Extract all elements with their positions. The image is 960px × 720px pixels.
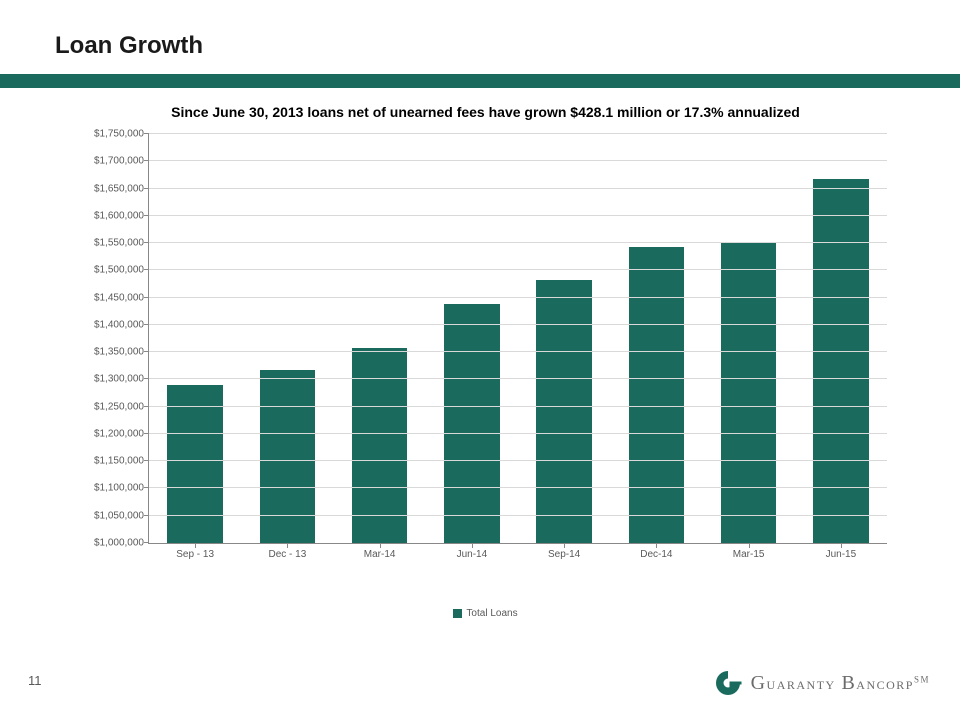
y-tick-label: $1,100,000 [74, 483, 144, 494]
x-tick-label: Dec - 13 [241, 543, 333, 560]
x-tick-label: Jun-14 [426, 543, 518, 560]
y-tick-mark [144, 460, 149, 461]
slide: Loan Growth Since June 30, 2013 loans ne… [0, 0, 960, 720]
x-tick-label: Sep-14 [518, 543, 610, 560]
gridline [149, 133, 887, 134]
bar [167, 385, 222, 543]
y-tick-mark [144, 269, 149, 270]
y-tick-label: $1,000,000 [74, 538, 144, 549]
gridline [149, 351, 887, 352]
gridline [149, 378, 887, 379]
y-tick-mark [144, 378, 149, 379]
company-logo: Guaranty BancorpSM [713, 668, 930, 698]
chart-region: Since June 30, 2013 loans net of unearne… [78, 104, 893, 634]
y-tick-label: $1,550,000 [74, 238, 144, 249]
bar [721, 242, 776, 543]
gridline [149, 487, 887, 488]
y-tick-label: $1,250,000 [74, 401, 144, 412]
gridline [149, 433, 887, 434]
x-tick-label: Sep - 13 [149, 543, 241, 560]
y-tick-label: $1,600,000 [74, 210, 144, 221]
gridline [149, 160, 887, 161]
bar-slot: Dec-14 [610, 134, 702, 543]
page-number: 11 [28, 673, 42, 688]
legend-swatch [453, 609, 462, 618]
gridline [149, 460, 887, 461]
bar [352, 348, 407, 543]
y-tick-label: $1,700,000 [74, 156, 144, 167]
x-tick-label: Mar-15 [703, 543, 795, 560]
chart-legend: Total Loans [78, 608, 893, 619]
x-tick-label: Jun-15 [795, 543, 887, 560]
title-bar [0, 74, 960, 88]
y-tick-label: $1,200,000 [74, 428, 144, 439]
bar [260, 370, 315, 543]
y-tick-mark [144, 133, 149, 134]
y-tick-mark [144, 542, 149, 543]
y-tick-mark [144, 406, 149, 407]
bar [629, 247, 684, 543]
gridline [149, 324, 887, 325]
y-tick-mark [144, 297, 149, 298]
chart-title: Since June 30, 2013 loans net of unearne… [78, 104, 893, 120]
y-tick-mark [144, 160, 149, 161]
gridline [149, 242, 887, 243]
y-tick-mark [144, 487, 149, 488]
legend-label: Total Loans [466, 608, 517, 619]
gridline [149, 188, 887, 189]
bar [444, 304, 499, 543]
page-title: Loan Growth [55, 32, 960, 60]
bar-slot: Mar-14 [334, 134, 426, 543]
y-tick-mark [144, 242, 149, 243]
y-tick-label: $1,050,000 [74, 510, 144, 521]
y-tick-mark [144, 351, 149, 352]
y-tick-label: $1,150,000 [74, 456, 144, 467]
x-tick-label: Dec-14 [610, 543, 702, 560]
y-tick-mark [144, 515, 149, 516]
bar-slot: Mar-15 [703, 134, 795, 543]
gridline [149, 406, 887, 407]
chart-plot-area: Sep - 13Dec - 13Mar-14Jun-14Sep-14Dec-14… [148, 134, 887, 544]
y-tick-mark [144, 433, 149, 434]
y-tick-label: $1,350,000 [74, 347, 144, 358]
logo-text: Guaranty BancorpSM [751, 672, 930, 695]
bar [536, 280, 591, 543]
bar-slot: Sep - 13 [149, 134, 241, 543]
y-tick-label: $1,400,000 [74, 319, 144, 330]
gridline [149, 297, 887, 298]
loan-growth-chart: Sep - 13Dec - 13Mar-14Jun-14Sep-14Dec-14… [78, 134, 893, 574]
y-tick-label: $1,750,000 [74, 129, 144, 140]
y-tick-label: $1,450,000 [74, 292, 144, 303]
bar-slot: Sep-14 [518, 134, 610, 543]
gridline [149, 269, 887, 270]
y-tick-label: $1,300,000 [74, 374, 144, 385]
bar-slot: Dec - 13 [241, 134, 333, 543]
gridline [149, 515, 887, 516]
y-tick-mark [144, 188, 149, 189]
chart-bars: Sep - 13Dec - 13Mar-14Jun-14Sep-14Dec-14… [149, 134, 887, 543]
bar-slot: Jun-14 [426, 134, 518, 543]
bar-slot: Jun-15 [795, 134, 887, 543]
y-tick-label: $1,650,000 [74, 183, 144, 194]
y-tick-mark [144, 215, 149, 216]
gridline [149, 215, 887, 216]
title-region: Loan Growth [0, 0, 960, 68]
y-tick-label: $1,500,000 [74, 265, 144, 276]
guaranty-g-icon [713, 668, 743, 698]
x-tick-label: Mar-14 [334, 543, 426, 560]
y-tick-mark [144, 324, 149, 325]
